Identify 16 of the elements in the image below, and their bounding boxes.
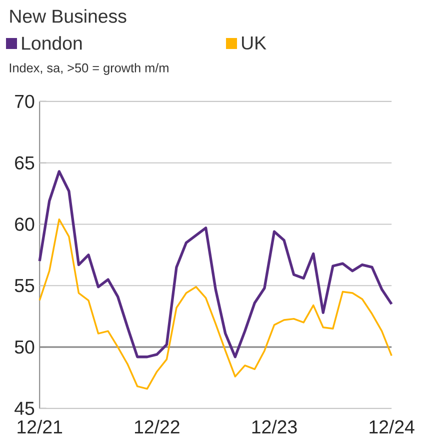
chart-subtitle: Index, sa, >50 = growth m/m xyxy=(10,63,168,75)
line-series xyxy=(38,218,392,390)
y-tick-label: 60 xyxy=(15,218,34,231)
line-series xyxy=(38,170,393,358)
x-tick-label: 12/23 xyxy=(252,420,297,434)
y-tick-label: 45 xyxy=(14,402,34,415)
legend-label: UK xyxy=(242,36,266,50)
y-tick-label: 65 xyxy=(15,156,34,170)
y-tick-label: 70 xyxy=(15,94,34,108)
x-tick-label: 12/24 xyxy=(370,420,414,434)
x-tick-label: 12/22 xyxy=(134,420,180,434)
chart-title: New Business xyxy=(10,9,126,23)
x-tick-label: 12/21 xyxy=(18,420,62,434)
legend-label: London xyxy=(22,36,82,50)
y-tick-label: 50 xyxy=(14,340,34,354)
y-tick-label: 55 xyxy=(14,279,34,292)
